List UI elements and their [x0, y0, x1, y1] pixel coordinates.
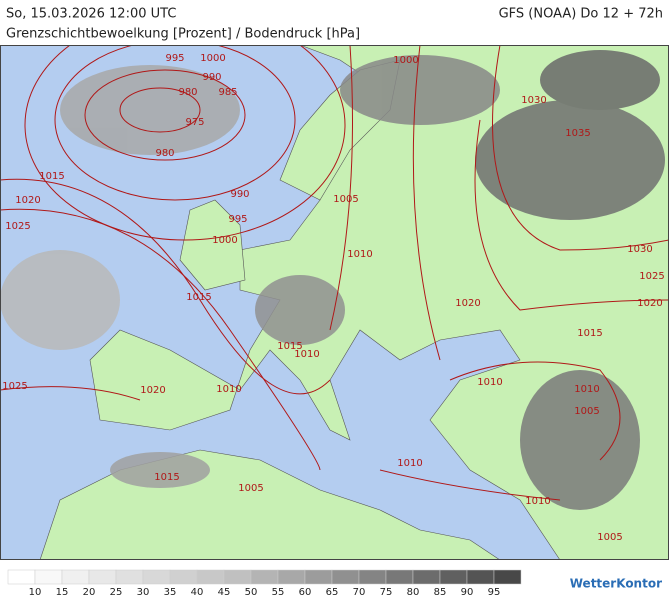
legend-label: 55	[272, 587, 285, 598]
isobar-label: 1025	[2, 381, 27, 392]
legend-label: 15	[56, 587, 69, 598]
isobar-label: 985	[218, 87, 237, 98]
legend-swatch	[358, 569, 387, 585]
legend-label: 35	[164, 587, 177, 598]
isobar-label: 995	[228, 214, 247, 225]
isobar-label: 1025	[5, 221, 30, 232]
legend-swatch	[142, 569, 171, 585]
legend-swatch	[277, 569, 306, 585]
legend-label: 40	[191, 587, 204, 598]
isobar-label: 1030	[627, 244, 652, 255]
isobar-label: 1020	[140, 385, 165, 396]
isobars	[0, 45, 669, 501]
legend-label: 60	[299, 587, 312, 598]
legend-label: 80	[407, 587, 420, 598]
isobar-label: 1025	[639, 271, 664, 282]
legend-swatch	[88, 569, 117, 585]
isobar-label: 1010	[347, 249, 372, 260]
legend-swatch	[34, 569, 63, 585]
legend-label: 25	[110, 587, 123, 598]
legend-label: 65	[326, 587, 339, 598]
subtitle: Grenzschichtbewoelkung [Prozent] / Boden…	[6, 27, 360, 42]
legend-label: 50	[245, 587, 258, 598]
model-run: GFS (NOAA) Do 12 + 72h	[499, 7, 663, 22]
isobar-label: 990	[202, 72, 221, 83]
isobar-label: 1010	[294, 349, 319, 360]
isobar-label: 1005	[333, 194, 358, 205]
legend-label: 45	[218, 587, 231, 598]
isobar-label: 1020	[455, 298, 480, 309]
legend-swatch	[115, 569, 144, 585]
isobar-label: 1010	[525, 496, 550, 507]
legend-label: 75	[380, 587, 393, 598]
isobar-label: 1015	[39, 171, 64, 182]
isobar-label: 1005	[574, 406, 599, 417]
isobar-label: 1000	[393, 55, 418, 66]
isobar-label: 1015	[277, 341, 302, 352]
isobar-label: 995	[165, 53, 184, 64]
legend-swatch	[196, 569, 225, 585]
legend-swatch	[250, 569, 279, 585]
isobar-label: 1030	[521, 95, 546, 106]
legend-swatch	[331, 569, 360, 585]
legend-label: 95	[488, 587, 501, 598]
isobar-label: 1005	[238, 483, 263, 494]
legend-swatch	[466, 569, 495, 585]
legend-swatch	[304, 569, 333, 585]
isobar-label: 1020	[637, 298, 662, 309]
legend-label: 20	[83, 587, 96, 598]
legend-swatch	[61, 569, 90, 585]
logo: WetterKontor	[570, 577, 662, 591]
legend-swatch	[385, 569, 414, 585]
legend-label: 70	[353, 587, 366, 598]
isobar-label: 1015	[186, 292, 211, 303]
legend-swatch	[439, 569, 468, 585]
legend-label: 30	[137, 587, 150, 598]
legend-label: 90	[461, 587, 474, 598]
isobar-label: 1010	[216, 384, 241, 395]
legend-swatch	[493, 569, 522, 585]
isobar-label: 1010	[397, 458, 422, 469]
legend-swatch	[223, 569, 252, 585]
isobar-label: 980	[178, 87, 197, 98]
valid-time: So, 15.03.2026 12:00 UTC	[6, 7, 176, 22]
isobar-label: 1005	[597, 532, 622, 543]
isobar-label: 990	[230, 189, 249, 200]
legend-label: 10	[29, 587, 42, 598]
legend-swatch	[169, 569, 198, 585]
isobar-label: 1000	[200, 53, 225, 64]
legend-swatch	[7, 569, 36, 585]
isobar-label: 1020	[15, 195, 40, 206]
isobar-label: 980	[155, 148, 174, 159]
map	[0, 45, 669, 560]
isobar-label: 1010	[477, 377, 502, 388]
isobar-label: 1000	[212, 235, 237, 246]
cloud-cover	[0, 50, 665, 510]
isobar-label: 1035	[565, 128, 590, 139]
isobar-label: 1015	[577, 328, 602, 339]
isobar-label: 1010	[574, 384, 599, 395]
land-britain	[179, 199, 246, 291]
legend-swatch	[412, 569, 441, 585]
isobar-label: 1015	[154, 472, 179, 483]
legend-label: 85	[434, 587, 447, 598]
isobar-label: 975	[185, 117, 204, 128]
